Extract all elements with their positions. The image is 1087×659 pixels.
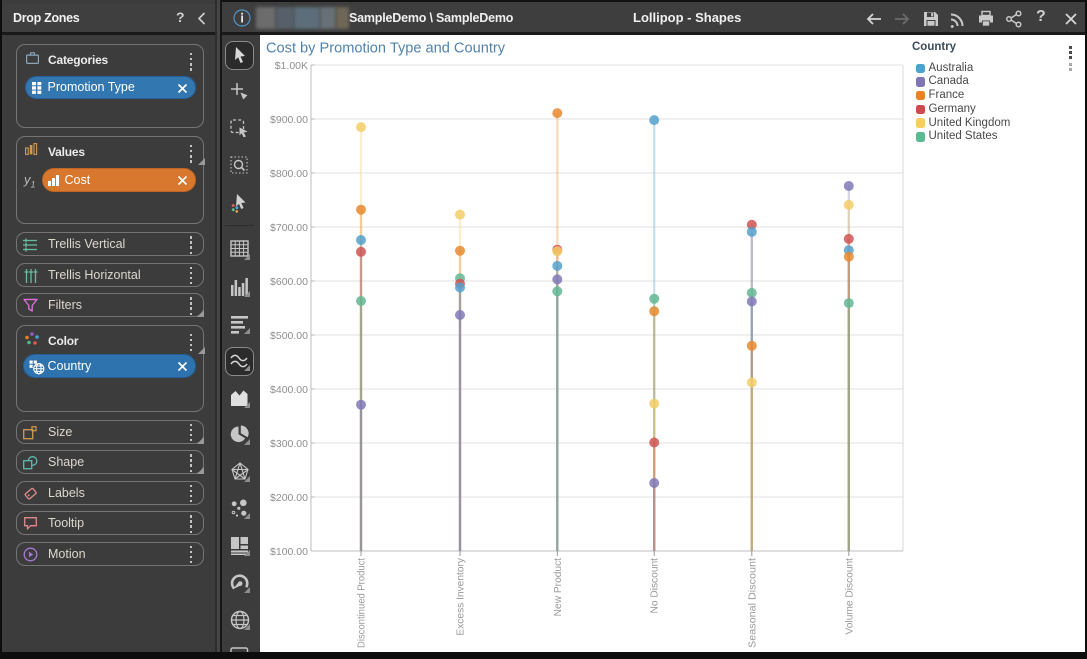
svg-text:Seasonal Discount: Seasonal Discount — [747, 558, 758, 648]
svg-text:New Product: New Product — [553, 558, 564, 616]
svg-text:$600.00: $600.00 — [270, 276, 308, 288]
svg-text:Excess Inventory: Excess Inventory — [456, 557, 467, 635]
svg-text:$700.00: $700.00 — [270, 222, 308, 234]
svg-text:$400.00: $400.00 — [270, 384, 308, 396]
svg-text:$1.00K: $1.00K — [275, 60, 308, 72]
svg-text:$100.00: $100.00 — [270, 546, 308, 558]
svg-text:Discontinued Product: Discontinued Product — [357, 558, 368, 648]
svg-text:No Discount: No Discount — [650, 558, 661, 614]
svg-text:Volume Discount: Volume Discount — [844, 558, 855, 635]
svg-text:$500.00: $500.00 — [270, 330, 308, 342]
svg-text:Cost by Promotion Type and Cou: Cost by Promotion Type and Country — [266, 41, 506, 57]
svg-text:$300.00: $300.00 — [270, 438, 308, 450]
svg-text:$800.00: $800.00 — [270, 168, 308, 180]
svg-text:$900.00: $900.00 — [270, 114, 308, 126]
svg-text:$200.00: $200.00 — [270, 492, 308, 504]
